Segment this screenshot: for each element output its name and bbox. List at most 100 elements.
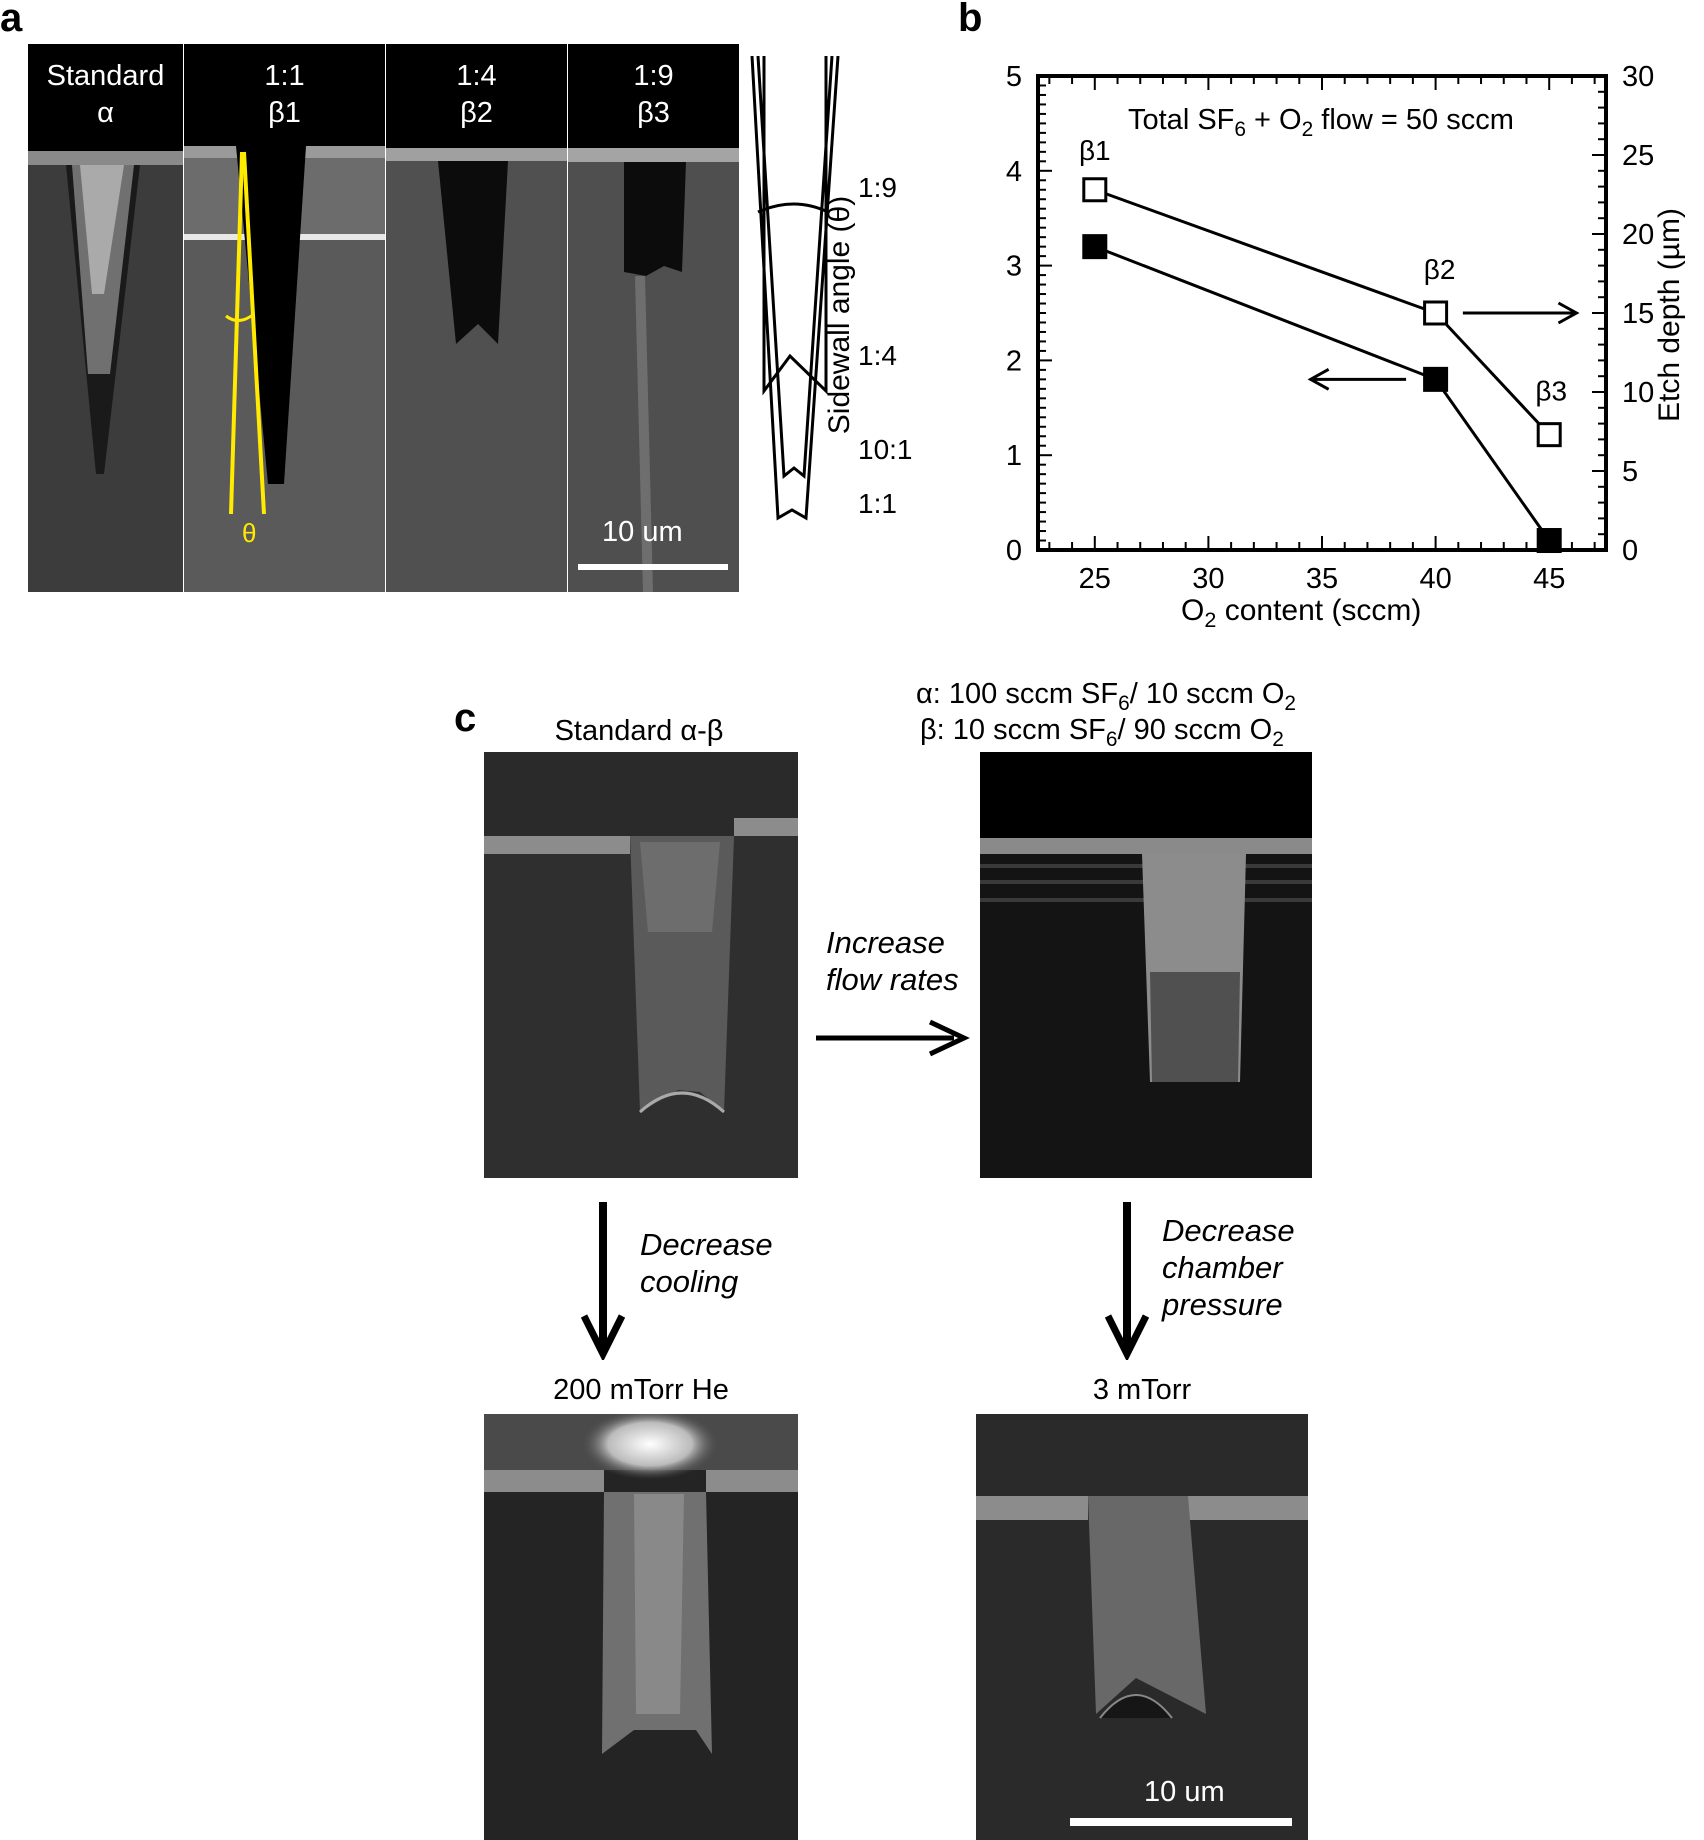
y-left-tick-label: 0 xyxy=(1006,535,1022,567)
sem-label-line2: β2 xyxy=(460,97,493,129)
img1-caption: Standard α-β xyxy=(554,715,724,747)
recipe-beta-mid: / 90 sccm O xyxy=(1117,714,1273,746)
arrow-down1-line2: cooling xyxy=(640,1264,739,1299)
sem-trench-graphic xyxy=(386,44,567,344)
annotation-sub1: 6 xyxy=(1234,117,1246,141)
img4-caption: 3 mTorr xyxy=(1092,1374,1192,1406)
arrow-down1-line1: Decrease xyxy=(640,1227,773,1262)
annotation-sub2: 2 xyxy=(1301,117,1314,141)
y-left-tick-label: 4 xyxy=(1006,156,1022,188)
annotation-prefix: Total SF xyxy=(1128,104,1235,136)
sem-header: 1:9 β3 xyxy=(568,44,739,132)
data-point xyxy=(1536,422,1562,448)
arrow-down2-line1: Decrease xyxy=(1162,1213,1295,1248)
sem-label-line1: 1:1 xyxy=(264,60,305,92)
sem-trench-graphic xyxy=(28,44,183,474)
data-point xyxy=(1423,300,1449,326)
img3-caption: 200 mTorr He xyxy=(553,1374,729,1406)
profile-label-1-9: 1:9 xyxy=(858,172,897,203)
sem-trench-graphic xyxy=(568,44,739,592)
scale-bar-label: 10 um xyxy=(602,516,683,548)
sem-header: 1:4 β2 xyxy=(386,44,567,132)
point-label: β1 xyxy=(1079,135,1111,166)
sem-image-increased-flow xyxy=(980,752,1312,1178)
sem-trench-graphic xyxy=(976,1414,1308,1826)
y-left-tick-label: 5 xyxy=(1006,61,1022,93)
recipe-alpha-sub1: 6 xyxy=(1118,691,1130,715)
recipe-beta-sub2: 2 xyxy=(1272,727,1284,751)
recipe-alpha: α: 100 sccm SF6/ 10 sccm O2 xyxy=(916,678,1296,716)
x-tick-label: 45 xyxy=(1533,563,1565,595)
data-point xyxy=(1423,366,1449,392)
trench-profile-outlines xyxy=(750,56,840,521)
y-right-tick-label: 0 xyxy=(1622,535,1638,567)
recipe-alpha-mid: / 10 sccm O xyxy=(1129,678,1285,710)
sem-label-line2: α xyxy=(97,97,114,129)
arrow-right-axis-head xyxy=(1557,301,1580,325)
arrow-down1-caption: Decrease cooling xyxy=(640,1226,773,1300)
arrow-right-caption: Increase flow rates xyxy=(826,924,959,998)
sem-image-200mtorr-he xyxy=(484,1414,798,1840)
sem-image-beta2: 1:4 β2 xyxy=(386,44,567,592)
sem-trench-graphic xyxy=(484,752,798,1114)
annotation-mid: + O xyxy=(1246,104,1302,136)
data-point xyxy=(1536,528,1562,554)
x-tick-label: 35 xyxy=(1306,563,1338,595)
y-right-tick-label: 25 xyxy=(1622,140,1654,172)
arrow-left-axis-head xyxy=(1307,368,1330,391)
theta-label: θ xyxy=(242,518,257,548)
panel-b-label: b xyxy=(958,0,983,40)
profile-label-1-4: 1:4 xyxy=(858,340,897,371)
scale-bar-label: 10 um xyxy=(1144,1776,1225,1808)
y-axis-label-left: Sidewall angle (θ) xyxy=(823,195,856,435)
sem-header: Standard α xyxy=(28,44,183,132)
sem-image-standard-alpha-beta xyxy=(484,752,798,1178)
x-axis-label: O2 content (sccm) xyxy=(1181,594,1421,633)
recipe-alpha-prefix: α: 100 sccm SF xyxy=(916,678,1119,710)
sem-trench-graphic xyxy=(484,1414,798,1754)
arrow-right-line1: Increase xyxy=(826,925,945,960)
y-right-tick-label: 10 xyxy=(1622,377,1654,409)
sem-header: 1:1 β1 xyxy=(184,44,385,132)
sem-image-beta3: 1:9 β3 10 um xyxy=(568,44,739,592)
y-right-tick-label: 20 xyxy=(1622,219,1654,251)
sem-image-beta1: 1:1 β1 θ xyxy=(184,44,385,592)
x-tick-label: 25 xyxy=(1079,563,1111,595)
xlabel-prefix: O xyxy=(1181,594,1205,627)
recipe-beta-sub1: 6 xyxy=(1105,727,1118,751)
y-axis-label-right: Etch depth (µm) xyxy=(1653,207,1686,423)
arrow-down2-line3: pressure xyxy=(1162,1287,1283,1322)
arrow-down-icon xyxy=(580,1202,626,1360)
chart-annotation: Total SF6 + O2 flow = 50 sccm xyxy=(1128,104,1514,142)
recipe-beta: β: 10 sccm SF6/ 90 sccm O2 xyxy=(920,714,1284,752)
x-tick-label: 30 xyxy=(1192,563,1224,595)
sem-label-line1: Standard xyxy=(46,60,165,92)
xlabel-suffix: content (sccm) xyxy=(1216,594,1422,627)
data-point xyxy=(1082,177,1108,203)
series-line-0 xyxy=(1094,245,1551,542)
panel-a-label: a xyxy=(0,0,23,40)
point-label: β3 xyxy=(1535,376,1567,407)
y-right-tick-label: 15 xyxy=(1622,298,1654,330)
sem-image-3mtorr: 10 um xyxy=(976,1414,1308,1840)
panel-c-label: c xyxy=(454,696,477,740)
x-tick-label: 40 xyxy=(1419,563,1451,595)
y-left-tick-label: 3 xyxy=(1006,251,1022,283)
arrow-down2-caption: Decrease chamber pressure xyxy=(1162,1212,1295,1323)
sem-trench-graphic xyxy=(980,752,1312,1082)
data-point xyxy=(1082,234,1108,260)
arrow-right-line2: flow rates xyxy=(826,962,959,997)
y-right-tick-label: 5 xyxy=(1622,456,1638,488)
arrow-down2-line2: chamber xyxy=(1162,1250,1283,1285)
sem-label-line2: β3 xyxy=(637,97,670,129)
y-left-tick-label: 2 xyxy=(1006,345,1022,377)
profile-label-1-1: 1:1 xyxy=(858,488,897,519)
xlabel-sub: 2 xyxy=(1204,607,1217,632)
sem-trench-graphic xyxy=(184,44,385,515)
y-right-tick-label: 30 xyxy=(1622,61,1654,93)
y-left-tick-label: 1 xyxy=(1006,440,1022,472)
profile-label-10-1: 10:1 xyxy=(858,434,913,465)
sem-label-line1: 1:9 xyxy=(633,60,674,92)
sem-label-line1: 1:4 xyxy=(456,60,497,92)
